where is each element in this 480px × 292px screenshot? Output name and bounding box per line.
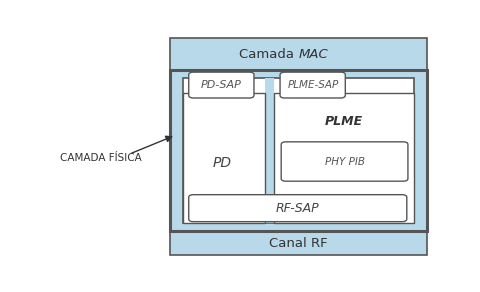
Text: RF-SAP: RF-SAP: [276, 202, 319, 215]
Text: PLME: PLME: [324, 115, 362, 128]
FancyBboxPatch shape: [279, 72, 345, 98]
FancyBboxPatch shape: [170, 70, 426, 231]
FancyBboxPatch shape: [281, 142, 407, 181]
FancyBboxPatch shape: [183, 78, 413, 223]
FancyBboxPatch shape: [170, 39, 426, 70]
FancyBboxPatch shape: [274, 93, 413, 223]
Text: MAC: MAC: [298, 48, 328, 61]
Text: Camada: Camada: [239, 48, 298, 61]
FancyBboxPatch shape: [170, 231, 426, 256]
FancyBboxPatch shape: [183, 93, 264, 223]
FancyBboxPatch shape: [188, 72, 253, 98]
FancyBboxPatch shape: [264, 78, 274, 223]
Text: PD-SAP: PD-SAP: [200, 80, 241, 90]
Text: PHY PIB: PHY PIB: [324, 157, 364, 167]
Text: PD: PD: [212, 156, 231, 170]
Text: Canal RF: Canal RF: [269, 237, 327, 250]
Text: PLME-SAP: PLME-SAP: [287, 80, 338, 90]
Text: CAMADA FÍSICA: CAMADA FÍSICA: [60, 153, 142, 163]
FancyBboxPatch shape: [188, 195, 406, 222]
